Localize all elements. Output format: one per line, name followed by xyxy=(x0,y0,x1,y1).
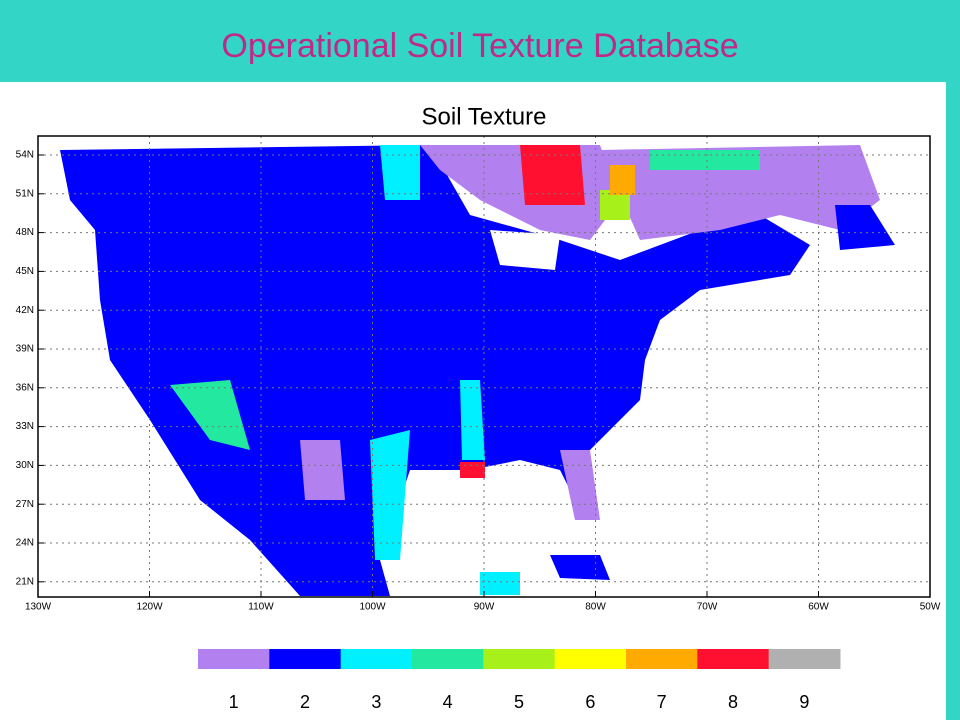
legend-label: 2 xyxy=(300,692,310,712)
lon-label: 120W xyxy=(136,602,163,613)
graticule: 54N 51N 48N 45N 42N 39N 36N 33N 30N 27N 24N 21N 130W… xyxy=(16,136,941,613)
lat-label: 36N xyxy=(16,382,34,393)
lat-label: 42N xyxy=(16,305,34,316)
lon-label: 100W xyxy=(359,602,386,613)
map-title: Soil Texture xyxy=(422,103,547,130)
lon-label: 50W xyxy=(920,602,941,613)
lon-label: 90W xyxy=(474,602,495,613)
lat-label: 54N xyxy=(16,150,34,161)
lon-label: 110W xyxy=(248,602,274,613)
legend-label: 1 xyxy=(229,692,239,712)
lat-label: 39N xyxy=(16,344,34,355)
lat-label: 33N xyxy=(16,421,34,432)
legend-label: 5 xyxy=(514,692,524,712)
legend-label: 6 xyxy=(585,692,595,712)
legend-swatch xyxy=(340,649,413,669)
legend-label: 9 xyxy=(799,692,809,712)
header-band xyxy=(0,0,960,82)
legend-swatch xyxy=(626,649,698,669)
legend-swatch xyxy=(768,649,841,669)
legend-swatch xyxy=(554,649,627,669)
map-frame xyxy=(37,135,931,598)
map-fill xyxy=(38,136,930,597)
lat-label: 45N xyxy=(16,266,34,277)
legend-swatch xyxy=(412,649,484,669)
legend-label: 4 xyxy=(443,692,453,712)
lat-label: 51N xyxy=(16,188,34,199)
lat-label: 21N xyxy=(16,576,34,587)
lat-label: 30N xyxy=(16,460,34,471)
lat-label: 27N xyxy=(16,499,34,510)
lat-label: 24N xyxy=(16,538,34,549)
slide-title: Operational Soil Texture Database xyxy=(221,27,738,65)
lon-label: 60W xyxy=(808,602,829,613)
lon-label: 80W xyxy=(585,602,606,613)
lon-label: 70W xyxy=(697,602,718,613)
legend-label: 8 xyxy=(728,692,738,712)
legend-swatch xyxy=(198,649,270,669)
legend-label: 7 xyxy=(657,692,667,712)
legend-swatch xyxy=(697,649,770,669)
legend-swatch xyxy=(483,649,556,669)
legend-swatch xyxy=(269,649,342,669)
legend-label: 3 xyxy=(371,692,381,712)
lat-label: 48N xyxy=(16,227,34,238)
side-stripe xyxy=(946,82,960,720)
legend: 1 2 3 4 5 6 7 8 9 xyxy=(198,649,841,712)
lon-label: 130W xyxy=(25,602,52,613)
